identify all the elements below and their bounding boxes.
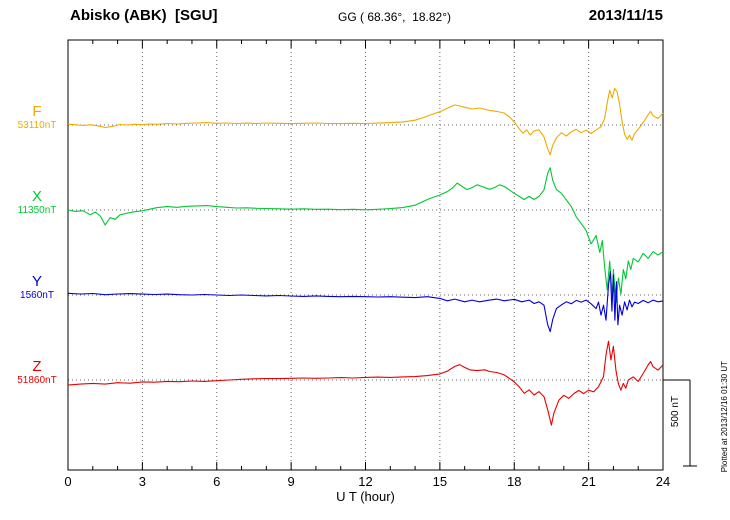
series-letter-Y: Y [31,273,42,290]
geographic-coordinates: GG ( 68.36°, 18.82°) [338,10,451,24]
series-letter-F: F [32,103,42,120]
x-tick-label: 0 [64,474,71,489]
trace-Z [67,340,664,426]
series-basevalue-F: 53110nT [17,120,57,131]
x-tick-label: 3 [139,474,146,489]
station-title: Abisko (ABK) [SGU] [70,7,218,24]
plotted-at-note: Plotted at 2013/12/16 01:30 UT [720,360,729,472]
x-axis-label: U T (hour) [336,489,395,504]
series-label-X: X 11350nT [8,188,66,217]
series-basevalue-Y: 1560nT [20,290,54,301]
series-letter-X: X [31,188,42,205]
scale-bar-label: 500 nT [670,396,681,428]
series-letter-Z: Z [32,358,42,375]
x-tick-label: 6 [213,474,220,489]
series-label-Y: Y 1560nT [8,273,66,302]
trace-F [67,87,664,156]
series-label-Z: Z 51860nT [8,358,66,387]
series-basevalue-X: 11350nT [17,205,57,216]
x-tick-label: 15 [433,474,447,489]
x-tick-label: 21 [581,474,595,489]
series-basevalue-Z: 51860nT [17,375,57,386]
trace-Y [67,270,664,333]
x-tick-label: 24 [656,474,670,489]
x-tick-label: 9 [288,474,295,489]
x-tick-label: 12 [358,474,372,489]
series-label-F: F 53110nT [8,103,66,132]
x-tick-label: 18 [507,474,521,489]
plot-date: 2013/11/15 [588,7,663,24]
